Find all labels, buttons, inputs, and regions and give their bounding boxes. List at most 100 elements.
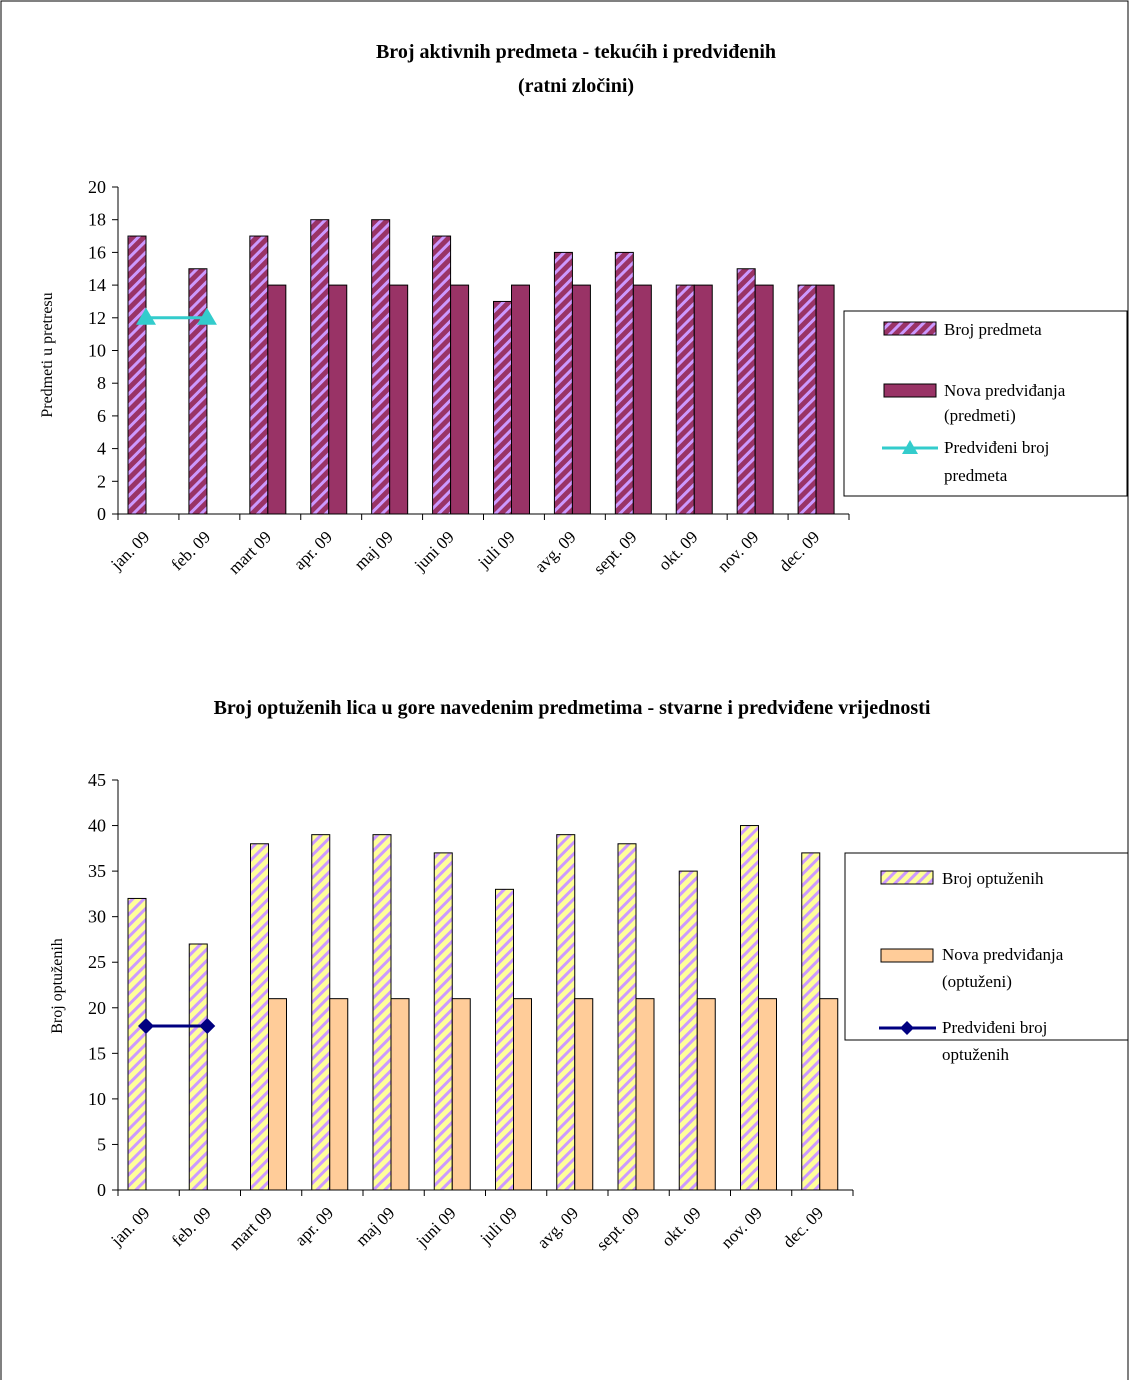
y-tick-label: 20 (88, 998, 106, 1018)
y-tick-label: 0 (97, 504, 106, 524)
bar-broj-optuzenih (188, 943, 208, 1191)
bar-broj-optuzenih (740, 825, 759, 1191)
chart1-title: Broj aktivnih predmeta - tekućih i predv… (376, 41, 776, 63)
forecast-point (138, 1018, 154, 1034)
bar-broj-predmeta (188, 268, 208, 515)
bar-broj-predmeta (614, 251, 634, 515)
legend-label: Nova predviđanja (942, 945, 1064, 964)
y-tick-label: 45 (88, 770, 106, 790)
legend-label: (predmeti) (944, 406, 1016, 425)
y-tick-label: 14 (88, 275, 106, 295)
bar-broj-predmeta (249, 235, 269, 515)
bar-nova-predvidjanja (450, 284, 470, 515)
bar-broj-optuzenih (556, 834, 576, 1191)
chart1-forecast-line (136, 307, 217, 325)
chart2-forecast-line (138, 1018, 216, 1034)
triangle-marker-icon (902, 440, 918, 454)
y-tick-label: 5 (97, 1134, 106, 1154)
bar-broj-predmeta (553, 251, 573, 515)
y-tick-label: 18 (88, 210, 106, 230)
chart2-legend: Broj optuženih Nova predviđanja (optužen… (844, 852, 1129, 1064)
y-tick-label: 30 (88, 907, 106, 927)
y-tick-label: 40 (88, 816, 106, 836)
chart2-ylabel: Broj optuženih (49, 938, 66, 1034)
bar-broj-optuzenih (678, 870, 698, 1191)
bar-nova-predvidjanja (328, 284, 348, 515)
y-tick-label: 25 (88, 952, 106, 972)
bar-nova-predvidjanja (754, 284, 774, 515)
chart1-subtitle: (ratni zločini) (518, 75, 634, 97)
bar-broj-predmeta (736, 268, 756, 515)
y-tick-label: 6 (97, 406, 106, 426)
chart1-ylabel: Predmeti u pretresu (39, 292, 56, 417)
bar-nova-predvidjanja (635, 998, 655, 1191)
y-tick-label: 0 (97, 1180, 106, 1200)
chart1-y-axis: 0 2 4 6 8 10 12 14 16 18 20 (88, 177, 118, 524)
legend-label: (optuženi) (942, 972, 1012, 991)
bar-nova-predvidjanja (389, 284, 409, 515)
bar-nova-predvidjanja (451, 998, 471, 1191)
chart1-legend-box (843, 310, 1128, 497)
bar-broj-predmeta (371, 219, 391, 515)
y-tick-label: 20 (88, 177, 106, 197)
legend-label: optuženih (942, 1045, 1010, 1064)
bar-broj-optuzenih (801, 852, 821, 1191)
y-tick-label: 12 (88, 308, 106, 328)
bar-broj-optuzenih (250, 843, 269, 1191)
legend-swatch-striped-purple (883, 321, 937, 336)
bar-broj-predmeta (797, 284, 817, 515)
chart2-bars (127, 825, 839, 1191)
bar-broj-predmeta (127, 235, 147, 515)
forecast-point (199, 1018, 216, 1034)
bar-nova-predvidjanja (693, 284, 713, 515)
bar-broj-optuzenih (127, 897, 147, 1191)
bar-broj-optuzenih (372, 834, 392, 1191)
bar-nova-predvidjanja (758, 998, 777, 1191)
bar-broj-predmeta (675, 284, 695, 515)
forecast-point (196, 307, 217, 325)
bar-nova-predvidjanja (574, 998, 594, 1191)
chart-accused: Broj optuženih lica u gore navedenim pre… (49, 697, 1129, 1254)
y-tick-label: 15 (88, 1043, 106, 1063)
legend-label: Nova predviđanja (944, 381, 1066, 400)
bar-nova-predvidjanja (513, 998, 532, 1191)
legend-label: Predviđeni broj (942, 1018, 1047, 1037)
chart1-bars (127, 219, 835, 515)
y-tick-label: 4 (97, 439, 106, 459)
chart2-title: Broj optuženih lica u gore navedenim pre… (214, 697, 931, 719)
bar-nova-predvidjanja (268, 998, 287, 1191)
bar-broj-optuzenih (311, 834, 331, 1191)
bar-nova-predvidjanja (267, 284, 287, 515)
legend-label: predmeta (944, 466, 1008, 485)
y-tick-label: 2 (97, 471, 106, 491)
bar-nova-predvidjanja (329, 998, 349, 1191)
bar-broj-predmeta (493, 300, 512, 515)
forecast-point (136, 307, 156, 325)
y-tick-label: 8 (97, 373, 106, 393)
bar-nova-predvidjanja (815, 284, 835, 515)
legend-label: Broj optuženih (942, 869, 1044, 888)
y-tick-label: 10 (88, 341, 106, 361)
legend-label: Predviđeni broj (944, 438, 1049, 457)
bar-nova-predvidjanja (819, 998, 839, 1191)
y-tick-label: 10 (88, 1089, 106, 1109)
chart2-y-axis: 0 5 10 15 20 25 30 35 40 45 (88, 770, 118, 1200)
bar-broj-optuzenih (617, 843, 637, 1191)
y-tick-label: 16 (88, 242, 106, 262)
bar-nova-predvidjanja (696, 998, 716, 1191)
legend-swatch-peach (880, 948, 934, 963)
legend-label: Broj predmeta (944, 320, 1042, 339)
bar-nova-predvidjanja (390, 998, 410, 1191)
legend-swatch-solid-purple (883, 383, 937, 398)
bar-broj-optuzenih (495, 888, 514, 1191)
bar-broj-predmeta (310, 219, 330, 515)
bar-broj-optuzenih (433, 852, 453, 1191)
bar-broj-predmeta (432, 235, 452, 515)
legend-swatch-striped-yellow (880, 870, 934, 885)
bar-nova-predvidjanja (632, 284, 652, 515)
chart1-legend: Broj predmeta Nova predviđanja (predmeti… (843, 310, 1128, 497)
bar-nova-predvidjanja (571, 284, 591, 515)
diamond-marker-icon (900, 1021, 914, 1035)
